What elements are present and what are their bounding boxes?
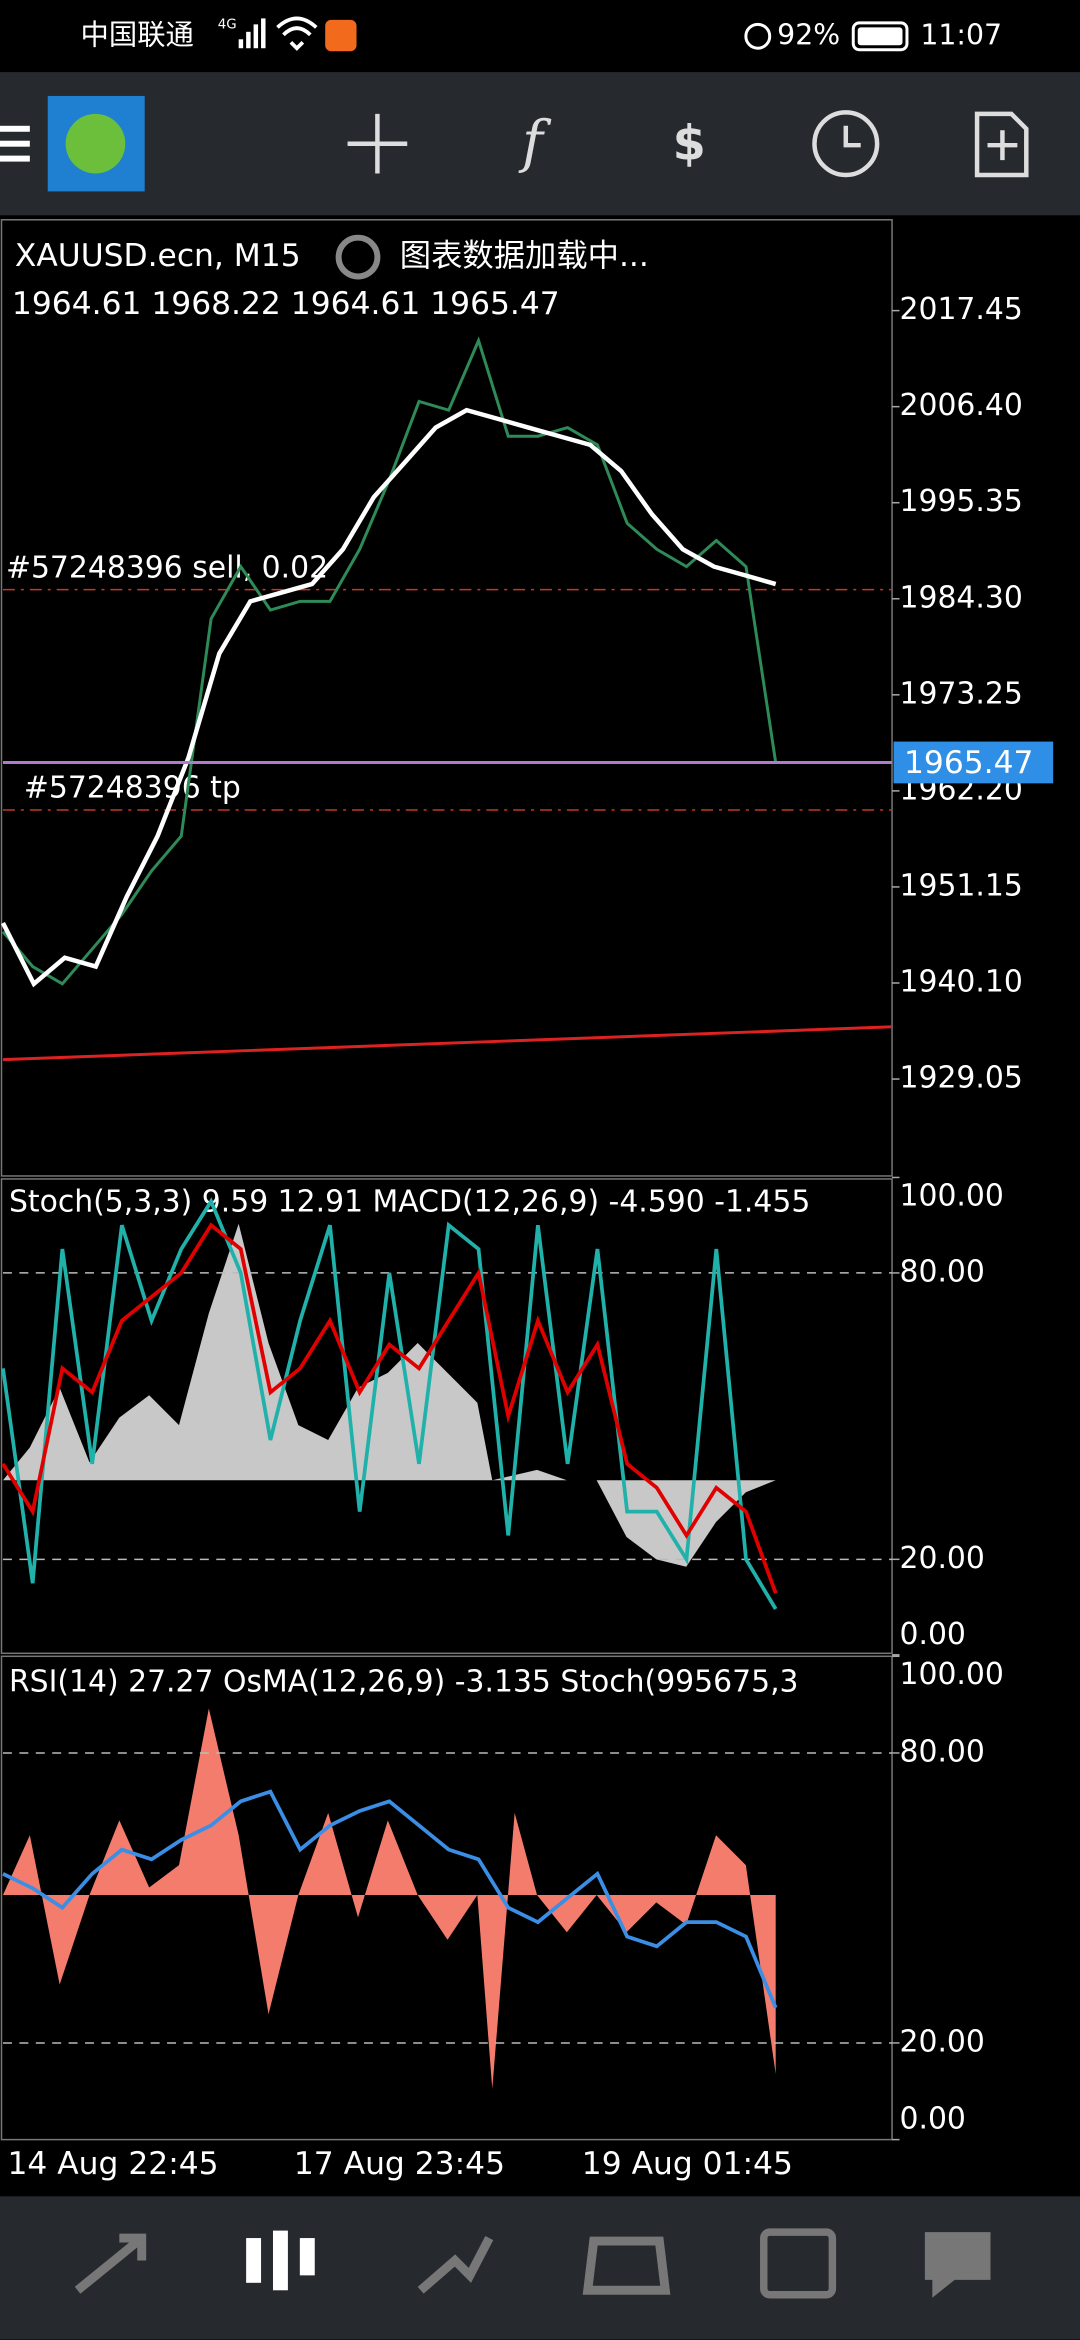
symbol: XAUUSD.ecn, M15 [15, 238, 301, 274]
y-tick-label: 2006.40 [900, 388, 1023, 423]
wifi-icon [276, 16, 318, 51]
osma-histogram [2, 1708, 776, 2089]
network: 4G [218, 17, 237, 32]
order-label: #57248396 sell, 0.02 [6, 550, 328, 585]
x-tick-label: 14 Aug 22:45 [7, 2146, 218, 2182]
y-tick-label: 100.00 [900, 1657, 1004, 1692]
order-label: #57248396 tp [24, 771, 241, 806]
trendline [2, 1025, 893, 1062]
y-tick-label: 0.00 [900, 1617, 966, 1652]
news-tab[interactable] [760, 2228, 837, 2299]
y-tick-label: 2017.45 [900, 292, 1023, 327]
menu-button[interactable] [0, 125, 30, 162]
carrier: 中国联通 [81, 18, 194, 51]
loading-text: 图表数据加载中... [400, 238, 649, 274]
y-tick-label: 80.00 [900, 1734, 985, 1769]
bid-price: 1965.47 [904, 745, 1034, 781]
toolbar [0, 72, 1080, 216]
y-tick-label: 20.00 [900, 2024, 985, 2059]
bottom-nav [0, 2196, 1080, 2340]
stoch-frame [0, 1178, 893, 1655]
y-tick-label: 100.00 [900, 1178, 1004, 1213]
stoch-label: Stoch(5,3,3) 9.59 12.91 MACD(12,26,9) -4… [9, 1184, 810, 1219]
app-icon [325, 19, 357, 52]
history-tab[interactable] [582, 2236, 671, 2295]
period-button[interactable] [812, 110, 880, 178]
series-line [1, 1197, 778, 1610]
series-line [1, 1222, 778, 1594]
loading-spinner [335, 234, 381, 280]
rsi-label: RSI(14) 27.27 OsMA(12,26,9) -3.135 Stoch… [9, 1665, 799, 1700]
y-tick-label: 20.00 [900, 1541, 985, 1576]
battery-text: 92% [777, 18, 840, 51]
y-tick-label: 1929.05 [900, 1061, 1023, 1096]
trade-button[interactable]: $ [673, 117, 706, 172]
chart-tab[interactable] [246, 2230, 315, 2291]
y-tick-label: 1984.30 [900, 580, 1023, 615]
quotes-tab[interactable] [74, 2233, 147, 2294]
macd-histogram [2, 1223, 776, 1567]
chat-tab[interactable] [924, 2232, 991, 2298]
x-tick-label: 17 Aug 23:45 [294, 2146, 505, 2182]
y-tick-label: 1951.15 [900, 868, 1023, 903]
clock: 11:07 [920, 18, 1002, 51]
y-tick-label: 1995.35 [900, 484, 1023, 519]
signal-icon [238, 18, 266, 49]
y-tick-label: 1973.25 [900, 676, 1023, 711]
x-tick-label: 19 Aug 01:45 [582, 2146, 793, 2182]
alarm-icon [744, 22, 772, 50]
trade-tab[interactable] [417, 2236, 494, 2294]
series-line [2, 1789, 778, 2009]
main-frame [0, 219, 893, 1177]
y-tick-label: 0.00 [900, 2102, 966, 2137]
ohlc: 1964.61 1968.22 1964.61 1965.47 [12, 286, 560, 322]
series-line [1, 336, 778, 986]
series-line [0, 407, 777, 988]
battery-icon [851, 21, 909, 52]
logo-mark [65, 113, 126, 174]
rsi-frame [0, 1655, 893, 2141]
crosshair-button[interactable] [347, 113, 408, 174]
y-tick-label: 1940.10 [900, 964, 1023, 999]
bid-badge [893, 741, 1054, 784]
new-order-button[interactable] [974, 111, 1029, 178]
battery-level [857, 27, 903, 46]
y-tick-label: 80.00 [900, 1254, 985, 1289]
